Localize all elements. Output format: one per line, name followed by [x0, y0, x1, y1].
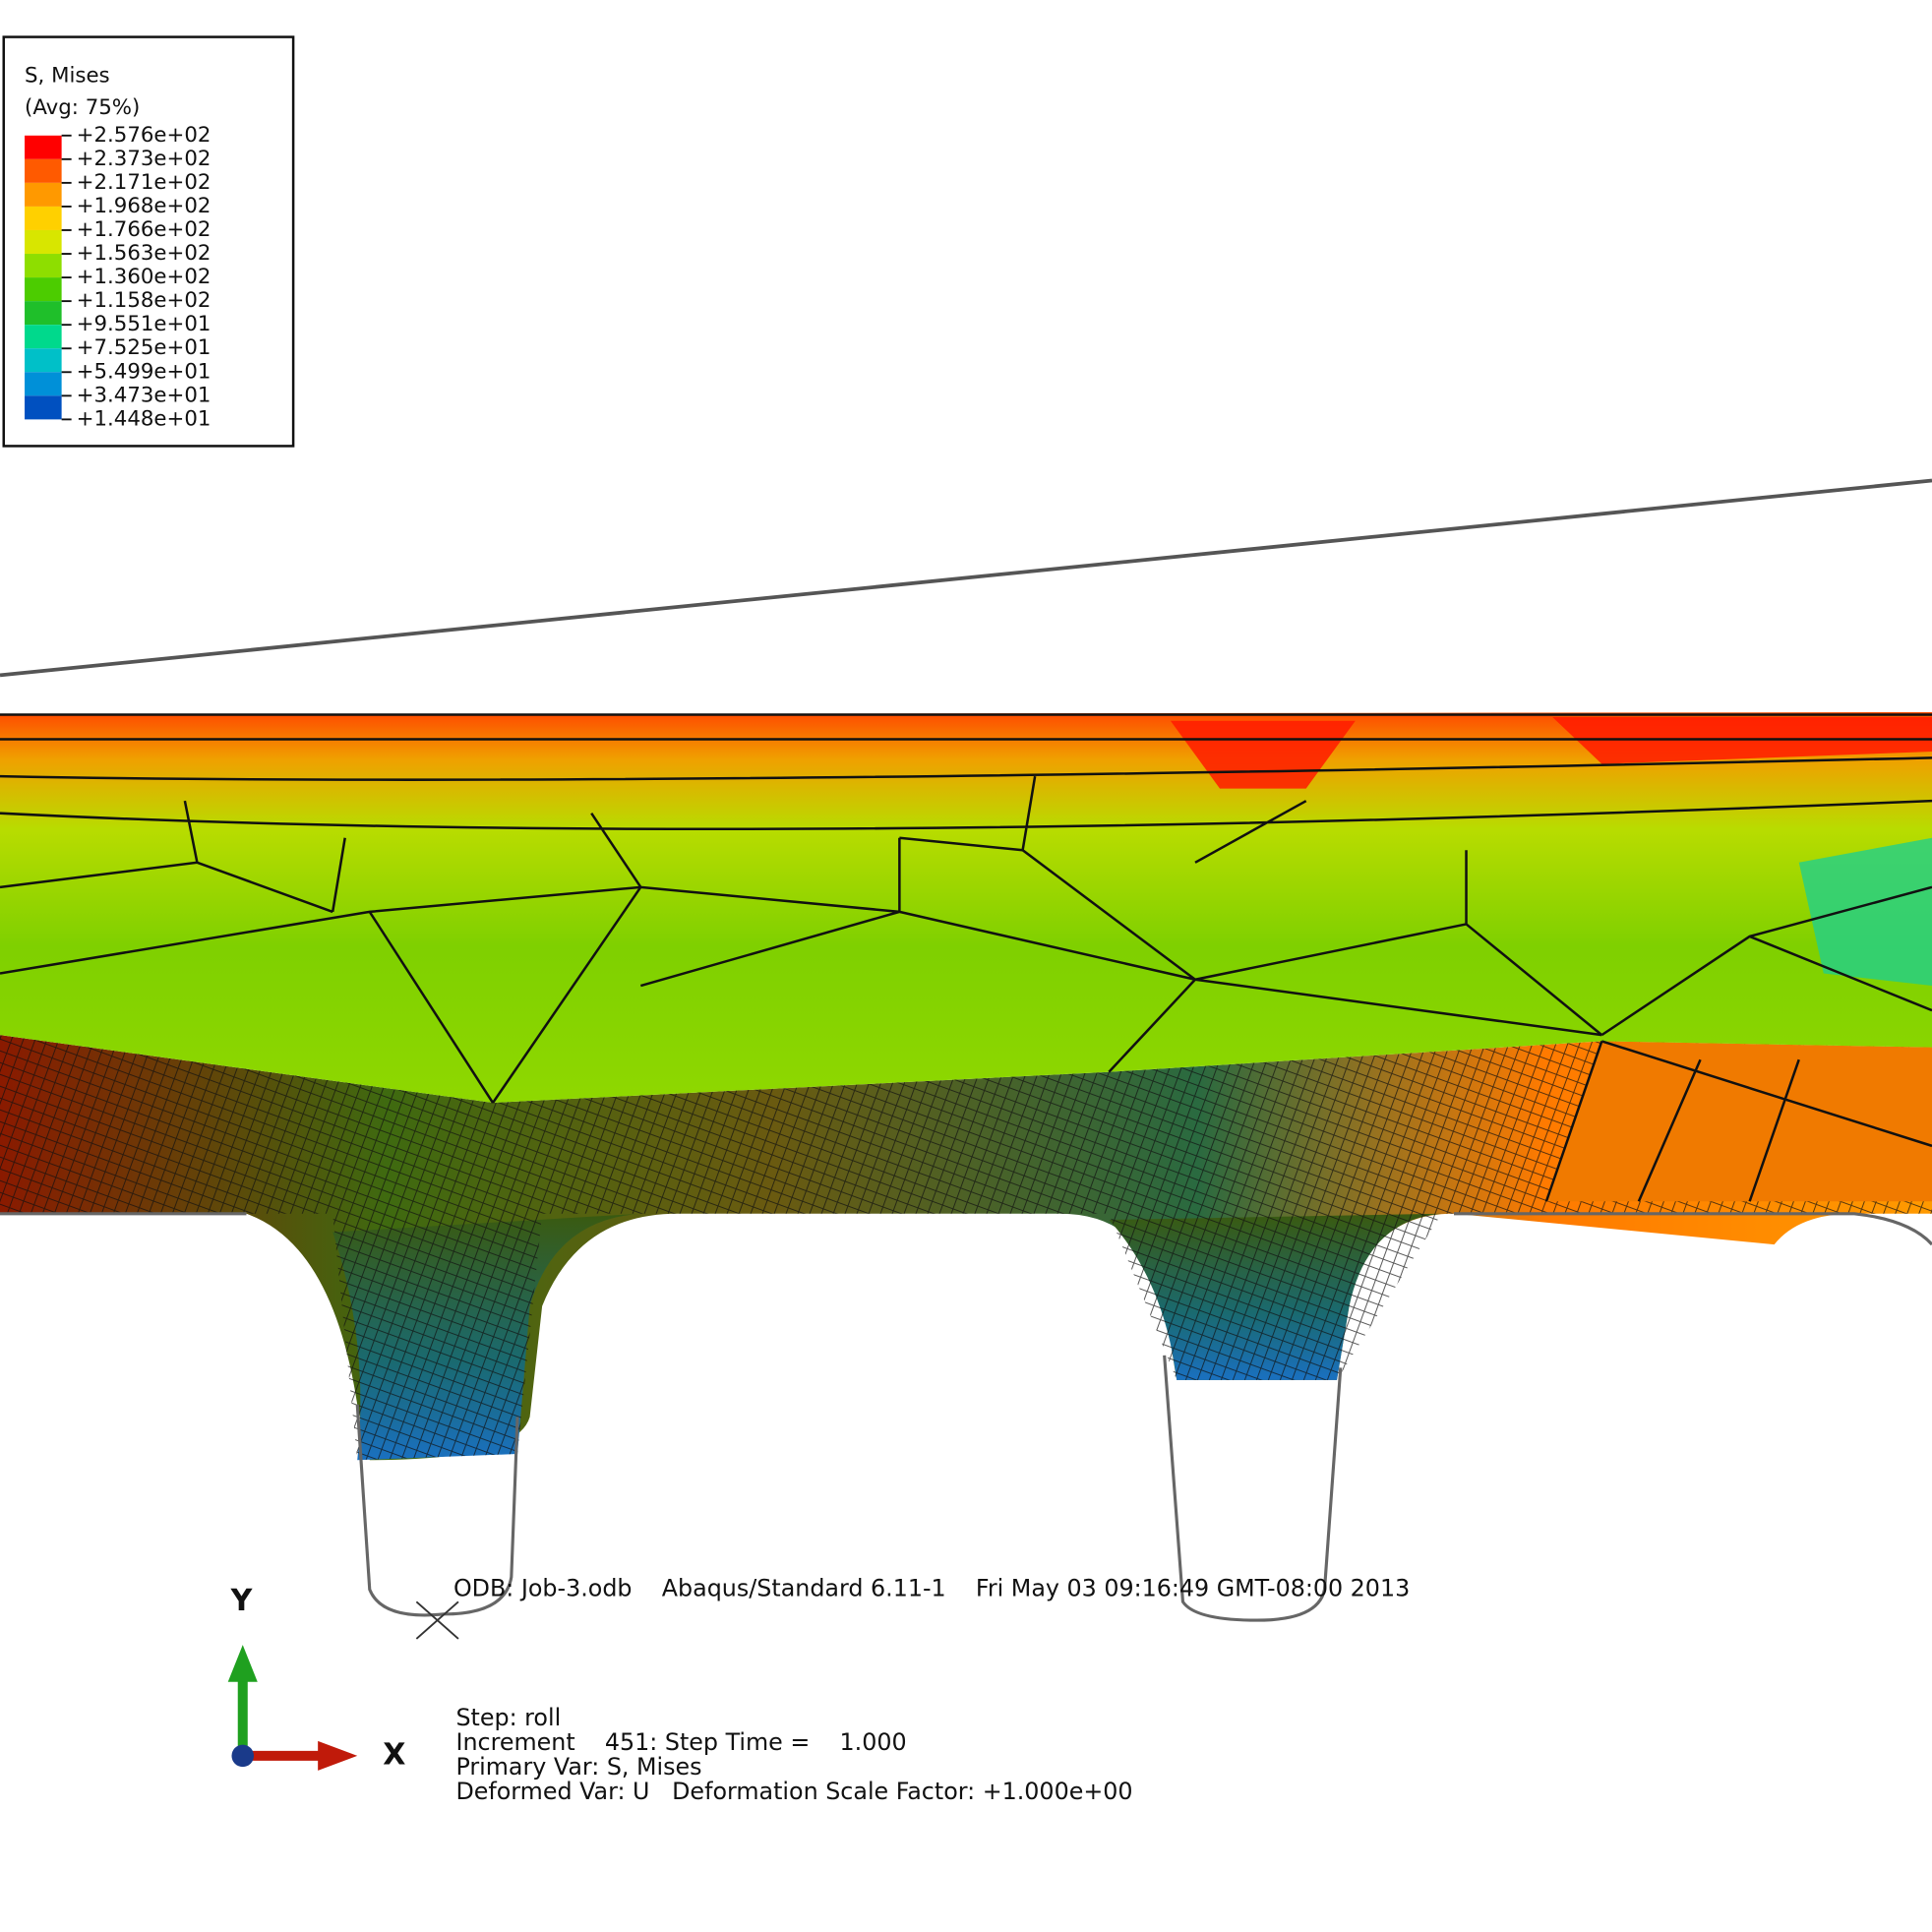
legend-label: +2.576e+02 — [77, 123, 211, 148]
legend-swatch — [25, 372, 62, 396]
stress-spot — [1170, 716, 1932, 789]
legend-label: +5.499e+01 — [77, 359, 211, 384]
z-axis-dot — [231, 1744, 255, 1768]
odb-info: ODB: Job-3.odb Abaqus/Standard 6.11-1 Fr… — [453, 1574, 1410, 1601]
y-axis-label: Y — [230, 1584, 254, 1618]
deformed-var-info: Deformed Var: U Deformation Scale Factor… — [455, 1778, 1132, 1805]
info-block: ODB: Job-3.odb Abaqus/Standard 6.11-1 Fr… — [453, 1574, 1410, 1805]
undeformed-outline — [0, 1212, 1932, 1622]
legend-swatch — [25, 229, 62, 255]
fine-mesh — [0, 1035, 1932, 1461]
triad: Y X — [227, 1584, 405, 1772]
legend-label: +2.171e+02 — [77, 170, 211, 195]
legend-swatch — [25, 348, 62, 373]
legend-label: +2.373e+02 — [77, 147, 211, 171]
legend: S, Mises (Avg: 75%) +2.576e+02+2.373e+02… — [2, 35, 295, 448]
x-axis-label: X — [383, 1737, 405, 1772]
stress-spot — [1798, 837, 1932, 987]
legend-swatch — [25, 135, 62, 159]
legend-swatch — [25, 206, 62, 230]
legend-label: +7.525e+01 — [77, 335, 211, 360]
step-info: Step: roll — [455, 1704, 561, 1731]
legend-label: +1.563e+02 — [77, 241, 211, 266]
node-marker — [415, 1600, 459, 1640]
legend-swatch — [25, 277, 62, 302]
mesh-lines — [0, 713, 1932, 1202]
legend-items: +2.576e+02+2.373e+02+2.171e+02+1.968e+02… — [25, 123, 211, 431]
legend-label: +1.968e+02 — [77, 194, 211, 218]
y-axis-head — [227, 1645, 258, 1682]
legend-swatch — [25, 325, 62, 349]
legend-label: +1.360e+02 — [77, 265, 211, 289]
legend-label: +3.473e+01 — [77, 383, 211, 407]
model — [0, 478, 1932, 1640]
legend-label: +1.448e+01 — [77, 406, 211, 431]
legend-swatch — [25, 158, 62, 183]
primary-var-info: Primary Var: S, Mises — [455, 1753, 701, 1781]
upper-region — [0, 711, 1932, 1104]
roller-outline — [0, 478, 1932, 678]
legend-swatch — [25, 301, 62, 326]
legend-title: S, Mises — [25, 64, 110, 89]
legend-label: +1.766e+02 — [77, 217, 211, 242]
legend-swatch — [25, 254, 62, 278]
legend-label: +1.158e+02 — [77, 288, 211, 313]
legend-subtitle: (Avg: 75%) — [25, 95, 140, 120]
legend-swatch — [25, 182, 62, 207]
legend-label: +9.551e+01 — [77, 312, 211, 336]
increment-info: Increment 451: Step Time = 1.000 — [455, 1728, 906, 1756]
x-axis-head — [318, 1740, 358, 1771]
legend-swatch — [25, 395, 62, 420]
coarse-corner — [1545, 1041, 1932, 1202]
